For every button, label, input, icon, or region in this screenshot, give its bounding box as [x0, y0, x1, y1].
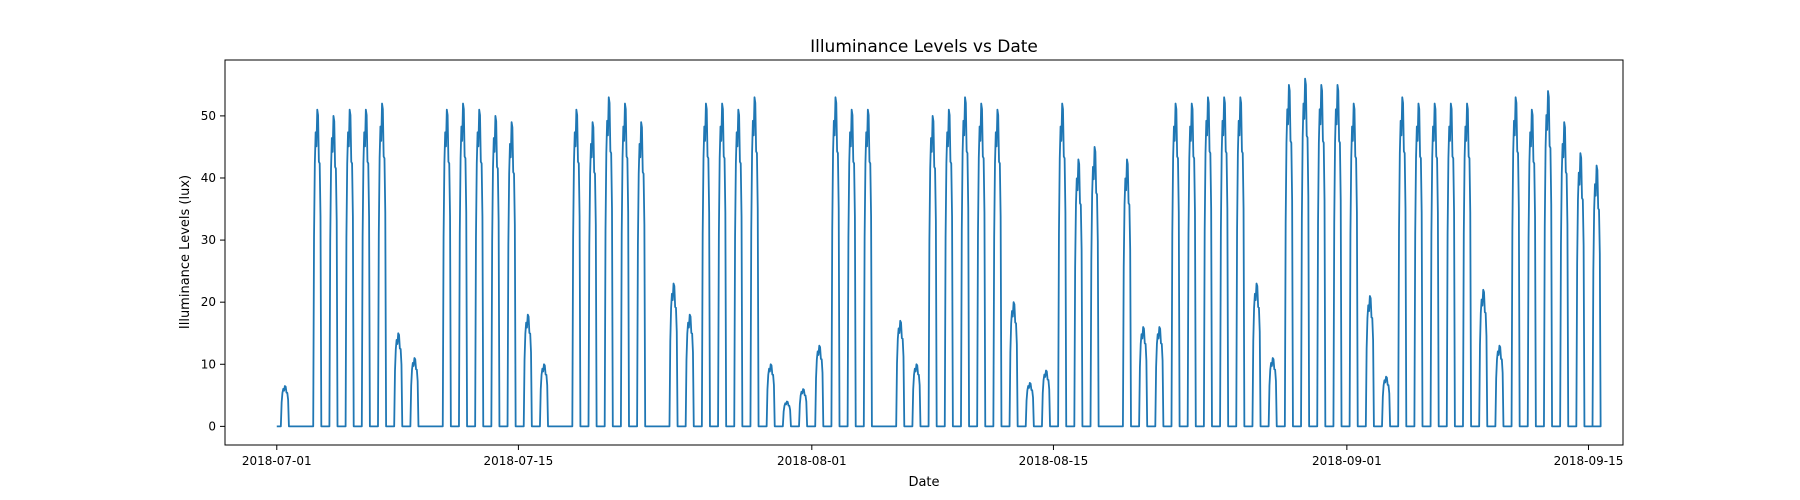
- x-tick-label: 2018-07-15: [484, 454, 554, 468]
- x-tick-label: 2018-08-01: [777, 454, 847, 468]
- x-tick-label: 2018-07-01: [242, 454, 312, 468]
- chart-title: Illuminance Levels vs Date: [810, 37, 1038, 57]
- x-tick-label: 2018-09-01: [1312, 454, 1382, 468]
- x-tick-label: 2018-08-15: [1019, 454, 1089, 468]
- x-tick-label: 2018-09-15: [1554, 454, 1624, 468]
- plot-frame: [224, 59, 1624, 446]
- x-axis-ticks: 2018-07-01 2018-07-15 2018-08-01 2018-08-15…: [242, 445, 1623, 468]
- x-axis-label: Date: [908, 475, 939, 490]
- y-axis-ticks: 0 10 20 30 40 50: [201, 109, 225, 433]
- y-tick-label: 20: [201, 295, 216, 309]
- plot-area: [276, 77, 1602, 428]
- y-tick-label: 0: [208, 419, 216, 433]
- series-line: [276, 77, 1602, 428]
- y-tick-label: 30: [201, 233, 216, 247]
- y-axis-label: Illuminance Levels (lux): [178, 175, 193, 329]
- y-tick-label: 50: [201, 109, 216, 123]
- y-tick-label: 10: [201, 357, 216, 371]
- y-tick-label: 40: [201, 171, 216, 185]
